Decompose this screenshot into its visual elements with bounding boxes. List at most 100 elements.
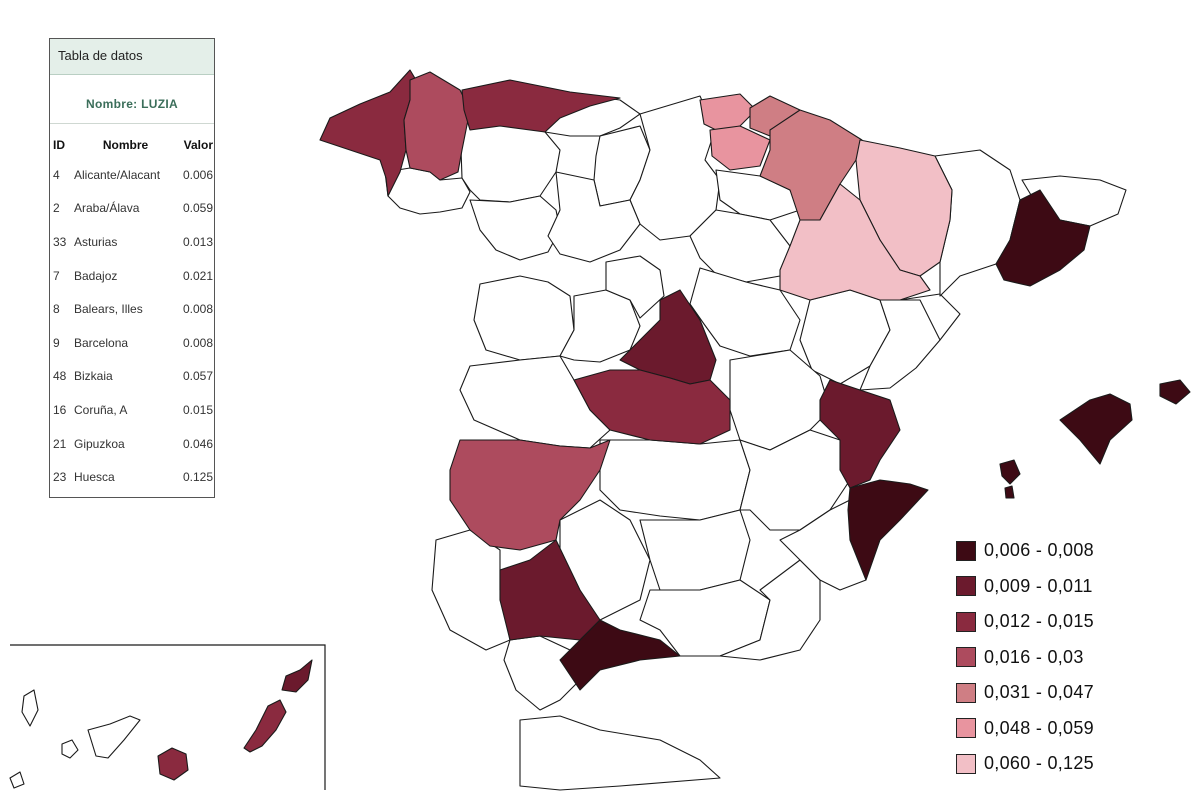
- legend-label: 0,016 - 0,03: [984, 646, 1084, 667]
- legend-swatch: [956, 647, 976, 668]
- table-row[interactable]: 23 Huesca 0.125: [50, 460, 214, 494]
- canary-islands-inset: [9, 644, 326, 790]
- province-murcia[interactable]: [779, 499, 867, 591]
- row-name: Coruña, A: [74, 402, 128, 417]
- territory-ceuta-melilla[interactable]: [519, 715, 721, 791]
- province-toledo[interactable]: [573, 369, 731, 445]
- table-row[interactable]: 21 Gipuzkoa 0.046: [50, 427, 214, 461]
- legend-item: 0,048 - 0,059: [956, 711, 1094, 747]
- legend-swatch: [956, 682, 976, 703]
- province-valladolid[interactable]: [547, 171, 641, 263]
- table-row[interactable]: 48 Bizkaia 0.057: [50, 360, 214, 394]
- provinces: [319, 69, 1191, 791]
- row-id: 8: [53, 302, 60, 317]
- legend-item: 0,006 - 0,008: [956, 533, 1094, 569]
- row-value: 0.008: [182, 335, 213, 350]
- province-badajoz[interactable]: [449, 439, 611, 551]
- island-la-gomera[interactable]: [61, 739, 79, 759]
- column-header-value: Valor: [183, 138, 213, 152]
- data-table-title: Tabla de datos: [50, 39, 214, 75]
- row-name: Asturias: [74, 234, 118, 249]
- legend-swatch: [956, 611, 976, 632]
- row-value: 0.015: [182, 402, 213, 417]
- island-fuerteventura[interactable]: [243, 699, 287, 753]
- legend-label: 0,006 - 0,008: [984, 540, 1094, 561]
- province-castellon[interactable]: [859, 299, 941, 391]
- table-row[interactable]: 2 Araba/Álava 0.059: [50, 192, 214, 226]
- province-barcelona[interactable]: [995, 189, 1091, 287]
- province-cadiz[interactable]: [503, 635, 581, 711]
- province-segovia[interactable]: [605, 255, 665, 319]
- legend-item: 0,012 - 0,015: [956, 604, 1094, 640]
- row-name: Badajoz: [74, 268, 118, 283]
- row-name: Bizkaia: [74, 369, 113, 384]
- island-el-hierro[interactable]: [9, 771, 25, 789]
- province-araba[interactable]: [709, 125, 771, 171]
- legend-swatch: [956, 540, 976, 561]
- row-id: 9: [53, 335, 60, 350]
- row-name: Araba/Álava: [74, 201, 140, 216]
- legend-swatch: [956, 718, 976, 739]
- row-value: 0.006: [182, 167, 213, 182]
- row-value: 0.057: [182, 369, 213, 384]
- data-table-subtitle: Nombre: LUZIA: [86, 97, 178, 111]
- island-gran-canaria[interactable]: [157, 747, 189, 781]
- province-lugo[interactable]: [403, 71, 471, 181]
- row-id: 48: [53, 369, 67, 384]
- row-id: 16: [53, 402, 67, 417]
- row-name: Gipuzkoa: [74, 436, 125, 451]
- legend-item: 0,060 - 0,125: [956, 746, 1094, 782]
- legend-item: 0,016 - 0,03: [956, 640, 1094, 676]
- province-bizkaia[interactable]: [699, 93, 757, 133]
- table-row[interactable]: 7 Badajoz 0.021: [50, 259, 214, 293]
- row-value: 0.008: [182, 302, 213, 317]
- province-valencia[interactable]: [819, 379, 901, 489]
- canary-inset-frame: [10, 644, 326, 790]
- table-row[interactable]: 33 Asturias 0.013: [50, 225, 214, 259]
- row-value: 0.046: [182, 436, 213, 451]
- province-ciudadreal[interactable]: [599, 439, 751, 521]
- island-tenerife[interactable]: [87, 715, 141, 759]
- table-row[interactable]: 16 Coruña, A 0.015: [50, 393, 214, 427]
- legend-item: 0,009 - 0,011: [956, 569, 1094, 605]
- subtitle-divider: [50, 123, 214, 124]
- province-caceres[interactable]: [459, 355, 611, 449]
- row-name: Balears, Illes: [74, 302, 143, 317]
- province-malaga[interactable]: [559, 619, 681, 691]
- province-asturias[interactable]: [461, 79, 621, 133]
- legend-item: 0,031 - 0,047: [956, 675, 1094, 711]
- island-la-palma[interactable]: [21, 689, 39, 727]
- row-id: 4: [53, 167, 60, 182]
- map-legend: 0,006 - 0,008 0,009 - 0,011 0,012 - 0,01…: [956, 533, 1094, 782]
- row-id: 2: [53, 201, 60, 216]
- column-header-name: Nombre: [102, 138, 149, 152]
- row-value: 0.021: [182, 268, 213, 283]
- row-value: 0.059: [182, 201, 213, 216]
- row-id: 21: [53, 436, 67, 451]
- province-alicante[interactable]: [847, 479, 929, 581]
- column-header-id: ID: [53, 138, 65, 152]
- row-id: 7: [53, 268, 60, 283]
- province-huesca[interactable]: [855, 139, 953, 277]
- row-name: Alicante/Alacant: [74, 167, 161, 182]
- province-salamanca[interactable]: [473, 275, 575, 361]
- legend-label: 0,048 - 0,059: [984, 717, 1094, 738]
- table-row[interactable]: 9 Barcelona 0.008: [50, 326, 214, 360]
- row-id: 23: [53, 470, 67, 485]
- legend-label: 0,031 - 0,047: [984, 682, 1094, 703]
- island-lanzarote[interactable]: [281, 659, 313, 693]
- province-zaragoza[interactable]: [779, 183, 931, 301]
- table-row[interactable]: 8 Balears, Illes 0.008: [50, 292, 214, 326]
- row-name: Barcelona: [74, 335, 129, 350]
- row-value: 0.125: [182, 470, 213, 485]
- legend-label: 0,060 - 0,125: [984, 753, 1094, 774]
- table-row[interactable]: 4 Alicante/Alacant 0.006: [50, 158, 214, 192]
- province-zamora[interactable]: [469, 195, 561, 261]
- row-name: Huesca: [74, 470, 115, 485]
- province-huelva[interactable]: [431, 529, 511, 651]
- row-id: 33: [53, 234, 67, 249]
- province-baleares[interactable]: [999, 379, 1191, 499]
- legend-label: 0,009 - 0,011: [984, 575, 1093, 596]
- province-jaen[interactable]: [639, 509, 751, 591]
